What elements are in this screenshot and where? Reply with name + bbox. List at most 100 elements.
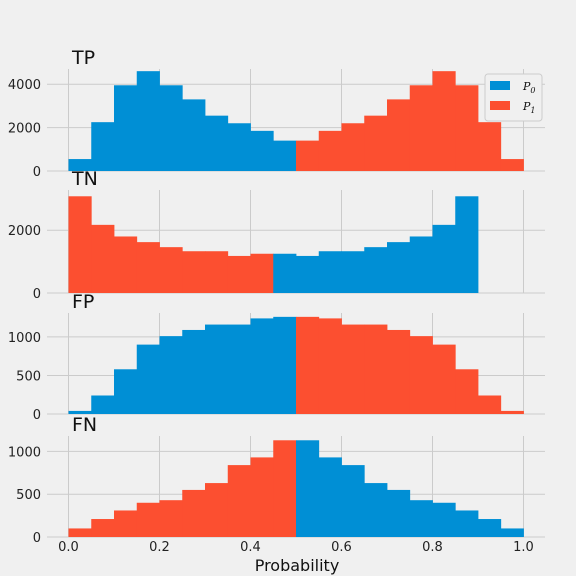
bar-p0 bbox=[387, 489, 411, 537]
bar-p0 bbox=[409, 236, 433, 293]
bar-p0 bbox=[205, 115, 229, 171]
bar-p0 bbox=[227, 123, 251, 171]
bar-p1 bbox=[478, 395, 502, 414]
bar-p1 bbox=[432, 344, 456, 414]
y-tick-label: 0 bbox=[33, 165, 41, 180]
bar-p1 bbox=[341, 123, 365, 171]
bar-p1 bbox=[227, 465, 251, 537]
bar-p0 bbox=[136, 71, 160, 171]
bar-p0 bbox=[364, 483, 388, 537]
bar-p1 bbox=[364, 324, 388, 414]
bar-p0 bbox=[341, 465, 365, 537]
y-tick-label: 500 bbox=[16, 488, 41, 503]
bar-p0 bbox=[114, 85, 138, 171]
bar-p0 bbox=[159, 336, 183, 414]
x-tick-label: 0.4 bbox=[240, 540, 261, 555]
bar-p1 bbox=[68, 196, 92, 293]
bar-p1 bbox=[205, 483, 229, 537]
bar-p1 bbox=[387, 329, 411, 414]
x-tick-label: 0.2 bbox=[149, 540, 170, 555]
bar-p1 bbox=[182, 251, 206, 293]
x-tick-label: 0.0 bbox=[58, 540, 79, 555]
bar-p0 bbox=[250, 318, 274, 414]
y-tick-label: 1000 bbox=[8, 445, 41, 460]
bar-p0 bbox=[159, 85, 183, 171]
bar-p1 bbox=[159, 247, 183, 293]
bar-p1 bbox=[136, 502, 160, 537]
y-tick-label: 4000 bbox=[8, 78, 41, 93]
bar-p1 bbox=[409, 85, 433, 171]
bar-p0 bbox=[182, 99, 206, 171]
bar-p1 bbox=[364, 115, 388, 171]
bar-p1 bbox=[387, 99, 411, 171]
bar-p0 bbox=[273, 140, 297, 171]
bar-p1 bbox=[455, 369, 479, 414]
panel-title: FN bbox=[72, 414, 97, 436]
bar-p0 bbox=[318, 251, 342, 293]
legend-label-p1: P1 bbox=[522, 100, 536, 115]
bar-p0 bbox=[455, 510, 479, 537]
bar-p1 bbox=[91, 519, 115, 537]
bar-p1 bbox=[273, 440, 297, 537]
x-tick-label: 1.0 bbox=[513, 540, 534, 555]
y-tick-label: 2000 bbox=[8, 122, 41, 137]
bar-p0 bbox=[432, 224, 456, 293]
series-p1 bbox=[296, 71, 524, 171]
bar-p0 bbox=[227, 324, 251, 414]
bar-p1 bbox=[227, 255, 251, 293]
x-tick-label: 0.6 bbox=[331, 540, 352, 555]
series-p0 bbox=[273, 196, 479, 293]
bar-p0 bbox=[364, 247, 388, 293]
y-tick-label: 1000 bbox=[8, 331, 41, 346]
bar-p0 bbox=[68, 410, 92, 414]
x-axis-label: Probability bbox=[255, 556, 340, 575]
bar-p1 bbox=[432, 71, 456, 171]
bar-p0 bbox=[296, 440, 320, 537]
bar-p1 bbox=[91, 224, 115, 293]
bar-p0 bbox=[250, 130, 274, 171]
panel-title: TP bbox=[71, 47, 95, 69]
bar-p0 bbox=[455, 196, 479, 293]
bar-p1 bbox=[500, 159, 524, 171]
bar-p0 bbox=[478, 519, 502, 537]
panel-tn: 0 2000 TN bbox=[8, 168, 545, 302]
bar-p0 bbox=[296, 255, 320, 293]
panel-title: FP bbox=[72, 291, 94, 313]
y-tick-label: 0 bbox=[33, 531, 41, 546]
bar-p1 bbox=[136, 242, 160, 293]
bar-p1 bbox=[250, 253, 274, 293]
bar-p0 bbox=[273, 253, 297, 293]
bar-p0 bbox=[409, 500, 433, 537]
bar-p0 bbox=[432, 502, 456, 537]
bar-p0 bbox=[318, 457, 342, 537]
bar-p0 bbox=[68, 159, 92, 171]
bar-p0 bbox=[205, 324, 229, 414]
bar-p1 bbox=[182, 489, 206, 537]
bar-p0 bbox=[182, 329, 206, 414]
y-tick-label: 0 bbox=[33, 408, 41, 423]
panel-title: TN bbox=[71, 168, 98, 190]
series-p0 bbox=[68, 316, 297, 414]
y-tick-label: 500 bbox=[16, 369, 41, 384]
panels: 0 2000 4000 TP 0 2000 TN 0 500 1000 FP 0 500 1000 FN bbox=[8, 47, 545, 546]
series-p1 bbox=[296, 316, 524, 414]
bar-p1 bbox=[114, 510, 138, 537]
bar-p0 bbox=[341, 251, 365, 293]
panel-fn: 0 500 1000 FN bbox=[8, 414, 545, 546]
bar-p1 bbox=[318, 318, 342, 414]
bar-p1 bbox=[500, 410, 524, 414]
series-p1 bbox=[68, 196, 274, 293]
bar-p1 bbox=[205, 251, 229, 293]
bar-p0 bbox=[136, 344, 160, 414]
bar-p1 bbox=[159, 500, 183, 537]
bar-p1 bbox=[296, 140, 320, 171]
bar-p1 bbox=[409, 336, 433, 414]
series-p1 bbox=[68, 440, 297, 537]
bar-p0 bbox=[91, 122, 115, 171]
panel-tp: 0 2000 4000 TP bbox=[8, 47, 545, 180]
bar-p1 bbox=[318, 130, 342, 171]
legend-swatch-p1 bbox=[490, 101, 510, 110]
bar-p0 bbox=[273, 316, 297, 414]
bar-p1 bbox=[296, 316, 320, 414]
